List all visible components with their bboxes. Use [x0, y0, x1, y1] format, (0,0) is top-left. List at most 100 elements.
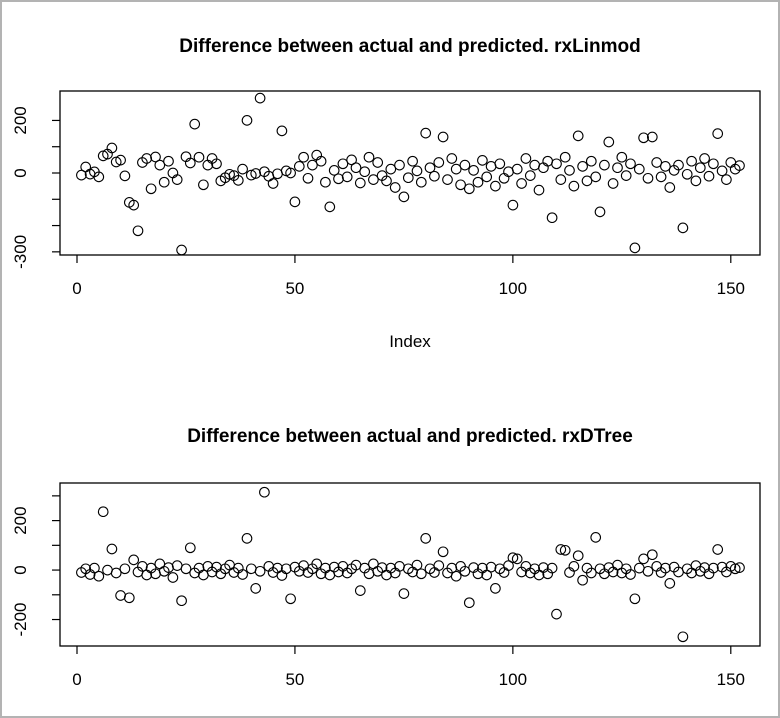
data-point	[372, 157, 384, 168]
data-point	[577, 574, 588, 586]
data-point	[254, 565, 266, 577]
data-point	[106, 543, 118, 555]
data-point	[455, 179, 466, 191]
data-point	[459, 565, 471, 577]
data-point	[285, 593, 296, 605]
data-point	[703, 170, 715, 182]
data-point	[145, 183, 157, 195]
data-point	[320, 176, 331, 188]
data-point	[250, 583, 262, 594]
data-point	[289, 196, 301, 208]
data-point	[481, 569, 493, 581]
data-point	[590, 532, 602, 543]
data-point	[359, 166, 371, 178]
data-point	[171, 560, 183, 571]
data-point	[477, 155, 488, 166]
data-point	[302, 172, 314, 184]
chart-title-rxdtree: Difference between actual and predicted.…	[187, 426, 633, 447]
data-point	[498, 172, 510, 184]
data-point	[141, 569, 153, 581]
data-point	[516, 178, 527, 189]
data-point	[686, 155, 697, 167]
data-point	[245, 563, 257, 575]
data-point	[625, 569, 636, 580]
x-tick-label: 100	[499, 279, 527, 298]
data-point	[115, 590, 126, 601]
data-point	[559, 544, 571, 556]
data-point	[150, 151, 161, 163]
data-point	[446, 153, 458, 164]
x-axis-label-index: Index	[389, 332, 431, 351]
y-tick-label: 200	[11, 506, 30, 534]
data-point	[398, 588, 410, 599]
data-point	[642, 172, 654, 184]
data-point	[603, 136, 615, 148]
data-point	[193, 151, 205, 163]
data-point	[629, 242, 641, 254]
data-point	[590, 171, 602, 183]
data-point	[232, 175, 244, 186]
data-point	[272, 168, 283, 180]
data-point	[555, 544, 567, 555]
data-point	[629, 593, 641, 605]
data-point	[106, 142, 118, 154]
data-point	[363, 151, 375, 163]
data-point	[398, 191, 410, 203]
data-point	[184, 157, 196, 169]
data-point	[524, 170, 536, 181]
y-tick-label: -200	[11, 603, 30, 637]
data-point	[620, 170, 632, 181]
data-point	[646, 549, 658, 561]
data-point	[481, 171, 493, 183]
data-point	[385, 163, 397, 175]
data-point	[633, 163, 645, 175]
data-point	[660, 562, 671, 574]
data-point	[507, 199, 519, 211]
data-point	[437, 131, 449, 143]
data-point	[708, 158, 719, 170]
data-point	[564, 165, 575, 176]
y-tick-label: 0	[11, 565, 30, 574]
data-point	[411, 165, 423, 177]
data-point	[568, 561, 580, 572]
data-point	[694, 162, 706, 174]
data-point	[551, 608, 562, 620]
data-point	[158, 176, 170, 188]
data-point	[490, 583, 501, 594]
data-point	[237, 569, 248, 580]
data-point	[433, 157, 445, 168]
data-point	[389, 182, 401, 193]
data-point	[123, 592, 135, 604]
data-point	[572, 130, 584, 142]
data-point	[681, 168, 693, 180]
data-point	[394, 159, 405, 171]
data-point	[450, 163, 462, 175]
data-point	[102, 564, 113, 576]
data-point	[341, 171, 353, 183]
data-point	[354, 585, 366, 596]
data-point	[354, 177, 366, 189]
chart-title-rxlinmod: Difference between actual and predicted.…	[179, 36, 641, 57]
y-tick-label: 0	[11, 168, 30, 177]
data-point	[520, 153, 532, 164]
data-point	[350, 162, 362, 174]
data-point	[394, 561, 405, 572]
data-point	[415, 176, 427, 188]
data-point	[245, 169, 257, 181]
data-point	[328, 165, 340, 176]
data-point	[612, 162, 623, 174]
data-point	[468, 165, 479, 176]
data-point	[285, 167, 296, 179]
data-point	[577, 161, 588, 172]
data-point	[119, 170, 131, 182]
data-point	[660, 161, 671, 172]
data-point	[642, 565, 654, 577]
data-point	[180, 563, 192, 575]
data-point	[337, 158, 349, 170]
data-point	[184, 542, 196, 554]
data-point	[176, 595, 187, 607]
data-point	[511, 553, 523, 565]
data-point	[89, 562, 100, 574]
data-point	[651, 157, 663, 168]
